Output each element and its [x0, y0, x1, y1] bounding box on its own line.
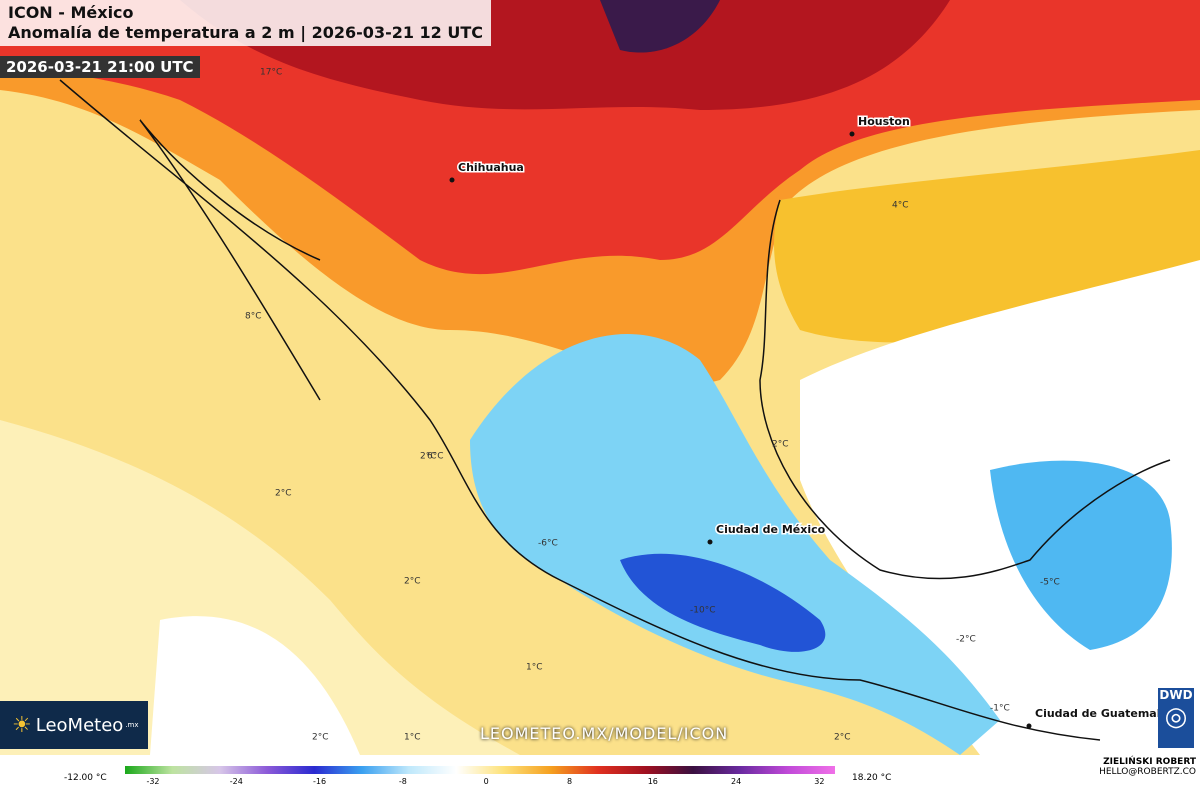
subtitle: Anomalía de temperatura a 2 m | 2026-03-… — [8, 23, 484, 42]
neutral-zone — [150, 616, 360, 755]
temperature-label: 4°C — [892, 201, 909, 211]
logo-name: LeoMeteo — [35, 714, 124, 736]
logo-sun: ☀ — [12, 712, 32, 738]
temperature-label: -6°C — [538, 539, 558, 549]
logo: ☀ LeoMeteo .mx — [0, 701, 148, 749]
legend-tick: -24 — [229, 777, 243, 786]
cool-ocean — [0, 420, 520, 755]
cold-zone — [620, 553, 826, 652]
source-icon: ◎ — [1164, 702, 1188, 732]
city-dot — [849, 131, 855, 137]
temperature-label: 2°C — [420, 452, 437, 462]
credit: ZIELIŃSKI ROBERT HELLO@ROBERTZ.CO — [1099, 757, 1196, 777]
coastline — [59, 79, 1171, 741]
temperature-label: 6°C — [427, 452, 444, 462]
temperature-label: 2°C — [275, 489, 292, 499]
city-label: Ciudad de Guatemala — [1035, 707, 1168, 720]
city-dot — [1026, 723, 1032, 729]
colorbar — [125, 766, 835, 774]
legend-tick: -16 — [313, 777, 327, 786]
temperature-label: -2°C — [956, 635, 976, 645]
author: ZIELIŃSKI ROBERT — [1103, 757, 1196, 767]
legend-tick: -8 — [398, 777, 407, 786]
temperature-label: 17°C — [260, 68, 282, 78]
title: ICON - México — [8, 3, 134, 22]
temperature-label: 8°C — [245, 312, 262, 322]
legend-tick: 8 — [566, 777, 573, 786]
header-box: ICON - México Anomalía de temperatura a … — [0, 0, 492, 46]
city-dot — [707, 539, 713, 545]
temperature-label: 2°C — [772, 440, 789, 450]
temperature-label: -10°C — [690, 606, 715, 616]
city-label: Chihuahua — [458, 161, 524, 174]
legend-tick: 32 — [814, 777, 825, 786]
legend-max: 18.20 °C — [852, 773, 892, 783]
temperature-label: 2°C — [312, 733, 329, 743]
email: HELLO@ROBERTZ.CO — [1099, 767, 1196, 777]
temperature-label: 1°C — [404, 733, 421, 743]
map: Houston Chihuahua Ciudad de México Ciudad d… — [0, 0, 1200, 755]
url: LEOMETEO.MX/MODEL/ICON — [480, 724, 729, 743]
legend-tick: 0 — [483, 777, 489, 786]
legend-tick: 16 — [647, 777, 658, 786]
temperature-label: -5°C — [1040, 578, 1060, 588]
source-badge: DWD ◎ — [1158, 688, 1194, 748]
city-label: Houston — [858, 115, 910, 128]
temperature-label: 2°C — [834, 733, 851, 743]
city-label: Ciudad de México — [716, 523, 826, 536]
temperature-label: 1°C — [526, 663, 543, 673]
source: DWD — [1159, 688, 1193, 702]
legend-tick: -32 — [146, 777, 160, 786]
extreme-zone — [600, 0, 720, 53]
valid-time: 2026-03-21 21:00 UTC — [0, 56, 200, 78]
temperature-label: 2°C — [404, 577, 421, 587]
legend-tick: 24 — [731, 777, 742, 786]
temperature-label: -1°C — [990, 704, 1010, 714]
cool-zone — [470, 334, 1000, 755]
legend-strip: -12.00 °C -32 -24 -16 -8 0 8 16 24 32 18.20 °C Z… — [0, 755, 1200, 789]
city-dot — [449, 177, 455, 183]
logo-suffix: .mx — [125, 721, 139, 729]
legend-min: -12.00 °C — [64, 773, 107, 783]
yucatan-cool — [990, 460, 1172, 650]
